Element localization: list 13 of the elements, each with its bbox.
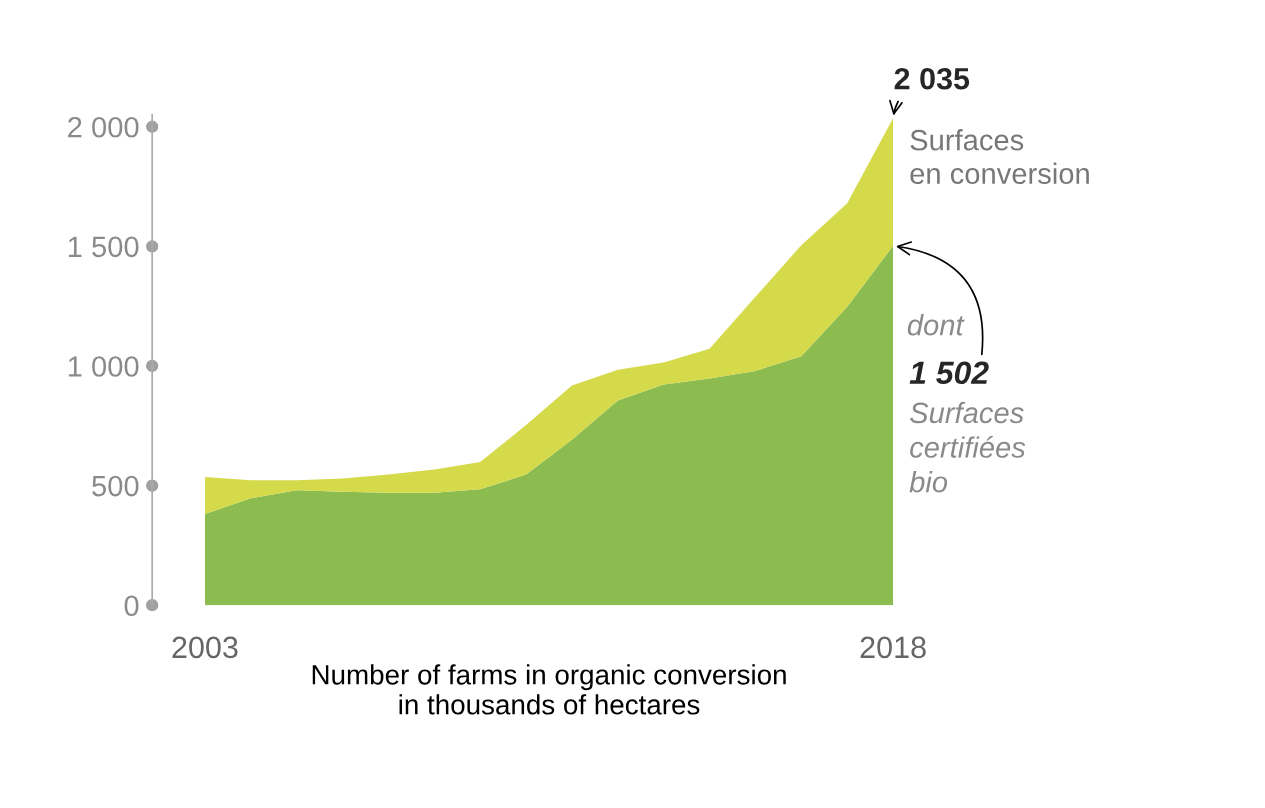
x-tick-label: 2018 — [860, 636, 926, 659]
y-tick-label: 2 000 — [68, 116, 139, 138]
annotation: 2 035 — [894, 67, 970, 90]
series-label: Surfaces en conversion — [910, 129, 1089, 185]
y-tick-label: 1 500 — [68, 236, 139, 258]
series-label: Surfaces certifiées bio — [909, 401, 1026, 493]
y-tick-label: 1 000 — [68, 356, 139, 377]
x-tick-label: 2003 — [172, 636, 238, 659]
y-tick-label: 0 — [124, 595, 139, 617]
y-tick-label: 500 — [92, 475, 139, 497]
annotation: 1 502 — [909, 361, 989, 385]
x-axis-title: Number of farms in organic conversion in thousands of hectares — [312, 664, 786, 715]
text: dont — [907, 314, 965, 336]
